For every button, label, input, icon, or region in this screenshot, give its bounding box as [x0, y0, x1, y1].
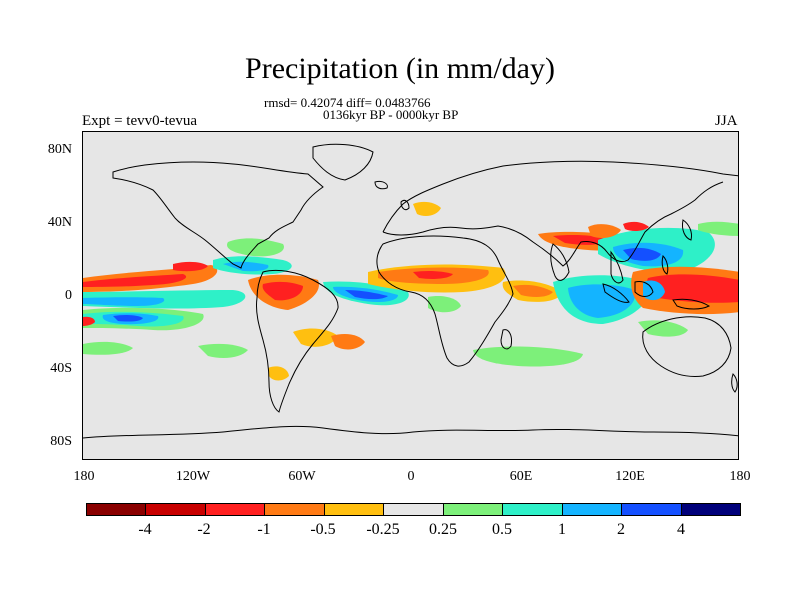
- coastline-india: [550, 243, 570, 281]
- anomaly-region: [413, 201, 441, 216]
- anomaly-region: [623, 247, 661, 261]
- coastline-iceland: [374, 181, 388, 190]
- colorbar-label: -4: [138, 521, 152, 538]
- colorbar-label: -2: [197, 521, 211, 538]
- colorbar-swatch: [503, 504, 563, 515]
- colorbar-swatch: [443, 504, 504, 515]
- anomaly-region: [293, 328, 338, 347]
- season-label: JJA: [715, 113, 738, 129]
- lat-tick-label: 40S: [50, 361, 72, 376]
- colorbar-swatch: [622, 504, 682, 515]
- lat-tick-label: 0: [65, 288, 72, 303]
- coastline-new-guinea: [672, 298, 711, 310]
- colorbar-swatch: [681, 504, 740, 515]
- anomaly-region: [588, 224, 621, 238]
- experiment-label: Expt = tevv0-tevua: [82, 113, 198, 129]
- anomaly-region: [173, 261, 208, 272]
- anomaly-region: [345, 290, 388, 300]
- anomaly-region: [268, 366, 289, 381]
- coastline-madagascar: [500, 329, 512, 350]
- coastline-australia: [642, 316, 732, 377]
- coastline-sumatra: [602, 283, 630, 303]
- anomaly-region: [83, 341, 133, 355]
- anomaly-region: [638, 320, 688, 337]
- anomaly-region: [428, 296, 461, 313]
- anomaly-region: [413, 270, 453, 279]
- lon-tick-label: 60E: [509, 469, 533, 484]
- stats-line: rmsd= 0.42074 diff= 0.0483766: [264, 95, 431, 110]
- lon-tick-label: 180: [729, 469, 751, 484]
- colorbar: [86, 503, 741, 516]
- coastline-borneo: [634, 281, 654, 297]
- colorbar-swatch: [265, 504, 325, 515]
- anomaly-region: [113, 314, 143, 322]
- colorbar-swatch: [384, 504, 444, 515]
- lon-tick-label: 0: [407, 469, 415, 484]
- lon-tick-label: 180: [73, 469, 95, 484]
- anomaly-region: [513, 284, 553, 297]
- lat-tick-label: 40N: [47, 215, 72, 230]
- map-panel: [82, 131, 739, 460]
- coastline-south-america: [256, 269, 339, 413]
- anomaly-region: [647, 274, 738, 303]
- precipitation-map: [83, 143, 738, 439]
- lat-tick-label: 80S: [50, 434, 72, 449]
- coastline-uk: [400, 199, 410, 211]
- colorbar-label: 4: [677, 521, 685, 538]
- anomaly-region: [623, 221, 649, 232]
- colorbar-label: -0.5: [310, 521, 336, 538]
- coastline-north-america: [112, 161, 324, 269]
- anomaly-region: [698, 221, 738, 236]
- anomaly-region: [568, 284, 636, 318]
- coastline-new-zealand: [731, 373, 738, 393]
- chart-title: Precipitation (in mm/day): [245, 52, 555, 85]
- anomaly-region: [83, 316, 95, 326]
- coastlines: [83, 143, 738, 439]
- colorbar-swatch: [87, 504, 147, 515]
- coastline-greenland: [312, 143, 374, 181]
- colorbar-label: -0.25: [366, 521, 400, 538]
- lon-tick-label: 120E: [615, 469, 645, 484]
- coastline-philippines: [661, 255, 669, 275]
- coastline-antarctica: [83, 425, 738, 439]
- anomaly-fields: [83, 201, 738, 381]
- lon-tick-label: 60W: [288, 469, 316, 484]
- colorbar-swatch: [146, 504, 206, 515]
- colorbar-label: 2: [617, 521, 625, 538]
- coastline-indochina: [610, 250, 624, 284]
- colorbar-swatch: [324, 504, 385, 515]
- coastline-africa: [376, 235, 514, 367]
- coastline-japan: [682, 219, 692, 241]
- colorbar-swatch: [562, 504, 623, 515]
- lon-tick-label: 120W: [175, 469, 211, 484]
- colorbar-label: 0.5: [492, 521, 512, 538]
- period-line: 0136kyr BP - 0000kyr BP: [323, 107, 459, 122]
- coastline-eurasia: [382, 160, 738, 267]
- anomaly-region: [473, 346, 583, 367]
- anomaly-region: [198, 343, 248, 358]
- colorbar-swatch: [205, 504, 266, 515]
- anomaly-region: [262, 281, 303, 301]
- anomaly-region: [331, 334, 365, 350]
- colorbar-label: 1: [558, 521, 566, 538]
- anomaly-region: [83, 274, 187, 287]
- colorbar-label: -1: [257, 521, 271, 538]
- lat-tick-label: 80N: [47, 142, 72, 157]
- colorbar-label: 0.25: [429, 521, 457, 538]
- anomaly-region: [83, 297, 165, 306]
